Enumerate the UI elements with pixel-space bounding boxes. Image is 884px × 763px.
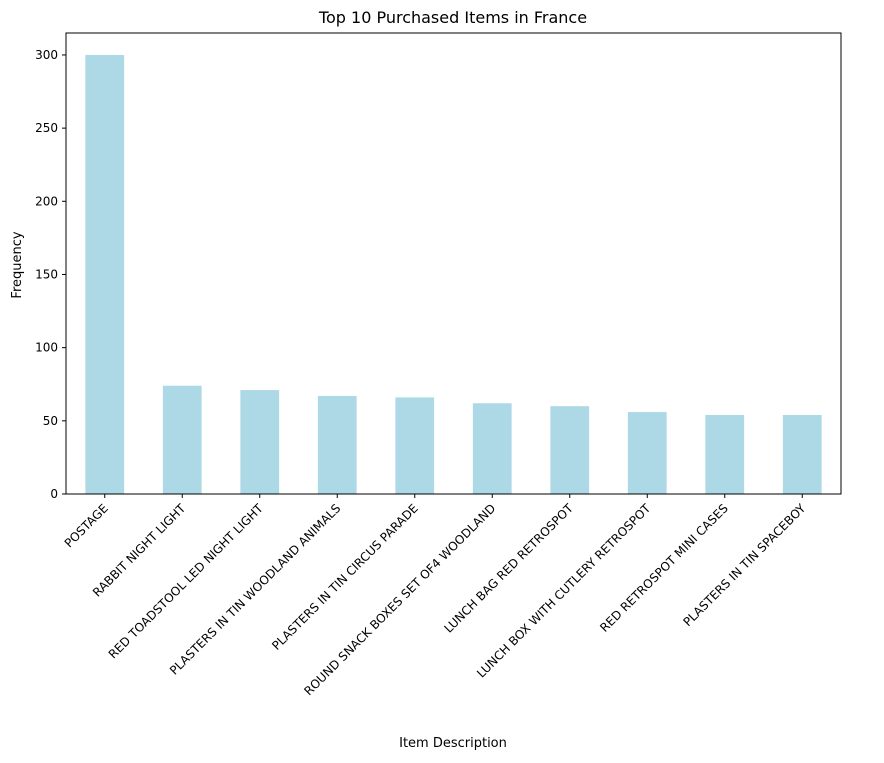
y-tick-label: 0 (50, 487, 58, 501)
bar-9 (705, 414, 745, 494)
y-tick-label: 200 (35, 194, 58, 208)
y-tick-label: 300 (35, 48, 58, 62)
chart-title: Top 10 Purchased Items in France (318, 8, 587, 27)
bar-7 (550, 406, 590, 494)
y-tick-label: 50 (43, 414, 58, 428)
bar-3 (240, 390, 280, 494)
x-axis-label: Item Description (399, 736, 507, 751)
bar-5 (395, 397, 435, 494)
y-axis: 0 50 100 150 200 250 300 (35, 48, 66, 501)
bar-1 (85, 54, 125, 494)
bar-2 (162, 385, 202, 494)
bar-4 (317, 395, 357, 494)
y-tick-label: 100 (35, 341, 58, 355)
bar-8 (627, 412, 667, 494)
y-tick-label: 150 (35, 267, 58, 281)
plot-frame (65, 32, 842, 495)
y-axis-label: Frequency (10, 231, 25, 298)
bar-6 (472, 403, 512, 494)
y-tick-label: 250 (35, 121, 58, 135)
bar-10 (782, 414, 822, 494)
bars-layer (85, 54, 822, 494)
